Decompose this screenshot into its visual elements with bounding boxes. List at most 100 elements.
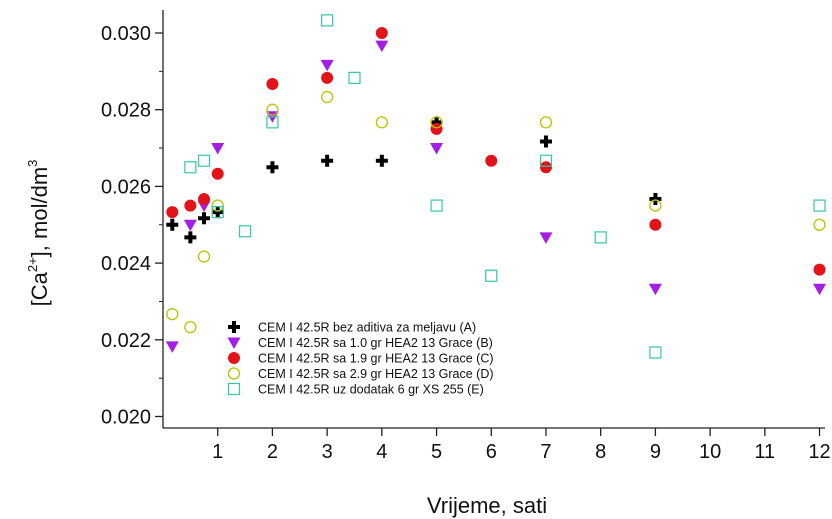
data-point [348, 71, 361, 84]
legend-label: CEM I 42.5R bez aditiva za meljavu (A) [258, 321, 476, 335]
data-point [649, 193, 662, 206]
x-tick-label: 12 [808, 441, 830, 463]
y-tick-label: 0.028 [101, 100, 151, 122]
y-tick-label: 0.022 [101, 330, 151, 352]
data-point [485, 269, 498, 282]
y-axis-title: [Ca2+], mol/dm3 [25, 160, 52, 307]
data-point [266, 116, 279, 129]
x-tick-label: 11 [754, 441, 775, 463]
y-tick-label: 0.030 [101, 23, 151, 45]
data-point [430, 122, 443, 135]
legend-marker [227, 367, 241, 380]
data-point [539, 154, 553, 167]
data-point [197, 250, 211, 263]
data-point [238, 225, 252, 238]
data-point [266, 161, 279, 174]
data-point [320, 90, 334, 104]
y-tick-label: 0.024 [101, 253, 151, 275]
legend-label: CEM I 42.5R sa 1.9 gr HEA2 13 Grace (C) [258, 352, 494, 366]
legend-marker [227, 337, 241, 349]
data-point [198, 212, 211, 225]
data-point [211, 199, 224, 212]
data-point [649, 218, 662, 231]
legend-label: CEM I 42.5R sa 2.9 gr HEA2 13 Grace (D) [258, 367, 494, 381]
y-tick-label: 0.026 [101, 176, 151, 198]
x-tick-label: 4 [376, 441, 387, 463]
legend-marker [228, 321, 240, 333]
x-tick-label: 8 [595, 441, 606, 463]
data-point [166, 307, 179, 321]
data-point [430, 143, 444, 155]
x-tick-label: 2 [267, 441, 278, 463]
data-points [165, 14, 827, 359]
legend: CEM I 42.5R bez aditiva za meljavu (A)CE… [227, 321, 494, 397]
data-point [485, 154, 498, 167]
y-axis-title-mid: ], mol/dm [27, 167, 52, 257]
axes [162, 10, 825, 429]
series-b [165, 40, 827, 353]
x-axis-title: Vrijeme, sati [427, 493, 547, 518]
data-point [166, 206, 179, 219]
data-point [211, 205, 224, 219]
data-point [184, 320, 197, 334]
data-point [430, 116, 443, 129]
data-point [266, 103, 279, 116]
data-point [648, 283, 662, 296]
data-point [539, 135, 552, 148]
x-tick-label: 6 [486, 441, 497, 463]
data-point [211, 143, 225, 155]
data-point [539, 116, 553, 129]
data-point [594, 231, 607, 244]
data-point [649, 346, 662, 359]
data-point [266, 78, 279, 91]
data-point [211, 167, 224, 180]
y-axis-title-prefix: [Ca [27, 271, 52, 306]
data-point [813, 218, 826, 231]
data-point [375, 40, 389, 53]
data-point [649, 199, 662, 212]
y-axis-ticks: 0.020 0.022 0.024 0.026 0.028 0.030 [101, 23, 163, 428]
data-point [321, 14, 334, 27]
legend-label: CEM I 42.5R uz dodatak 6 gr XS 255 (E) [258, 383, 484, 397]
x-tick-label: 10 [699, 441, 721, 463]
data-point [539, 161, 552, 174]
data-point [184, 161, 197, 174]
series-c [166, 27, 826, 276]
x-axis-ticks: 1 2 3 4 5 6 7 8 9 10 11 12 [212, 428, 831, 463]
series-a [166, 116, 662, 244]
x-tick-label: 9 [650, 441, 661, 463]
data-point [375, 154, 388, 167]
data-point [375, 27, 388, 40]
x-tick-label: 5 [431, 441, 442, 463]
data-point [375, 116, 388, 129]
data-point [813, 283, 827, 296]
y-tick-label: 0.020 [101, 406, 151, 428]
data-point [165, 341, 179, 353]
x-tick-label: 1 [212, 441, 223, 463]
series-e [184, 14, 826, 359]
data-point [320, 59, 334, 72]
x-tick-label: 7 [540, 441, 551, 463]
data-point [321, 71, 334, 84]
data-point [184, 199, 197, 212]
data-point [166, 218, 179, 231]
data-point [198, 193, 211, 206]
legend-marker [228, 352, 240, 364]
data-point [184, 231, 197, 244]
y-axis-title-sup: 2+ [25, 257, 40, 272]
data-point [813, 199, 826, 212]
data-point [430, 116, 443, 129]
legend-label: CEM I 42.5R sa 1.0 gr HEA2 13 Grace (B) [258, 336, 493, 350]
legend-marker [227, 382, 241, 396]
data-point [321, 154, 334, 167]
data-point [813, 263, 826, 276]
x-tick-label: 3 [322, 441, 333, 463]
data-point [539, 232, 553, 244]
data-point [197, 154, 211, 167]
data-point [211, 206, 224, 219]
data-point [183, 219, 197, 232]
y-axis-title-sup2: 3 [25, 160, 40, 167]
series-d [166, 90, 826, 334]
data-point [430, 199, 443, 212]
